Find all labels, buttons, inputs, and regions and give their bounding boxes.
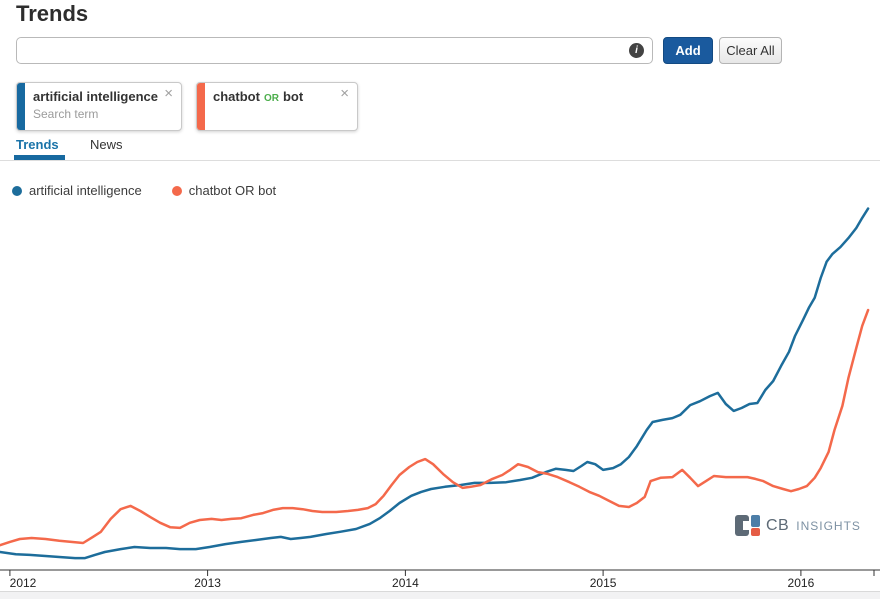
- legend-label: artificial intelligence: [29, 183, 142, 198]
- close-icon[interactable]: ×: [340, 85, 349, 102]
- cb-insights-logo-icon: [735, 515, 761, 536]
- line-series-2: [0, 308, 870, 547]
- logo-block-c: [735, 515, 749, 536]
- logo-text-insights: INSIGHTS: [796, 518, 861, 533]
- x-axis-label: 2014: [392, 576, 419, 590]
- card-term1: chatbot: [213, 89, 260, 104]
- card-content: artificial intelligence Search term: [33, 89, 158, 121]
- legend-label: chatbot OR bot: [188, 183, 277, 198]
- chart-legend: artificial intelligence chatbot OR bot: [12, 183, 276, 198]
- logo-block-notch: [743, 521, 749, 530]
- logo-text-cb: CB: [766, 516, 790, 534]
- legend-item-chatbot[interactable]: chatbot OR bot: [171, 183, 277, 198]
- card-term2: bot: [282, 89, 304, 104]
- clear-all-button[interactable]: Clear All: [719, 37, 782, 64]
- x-axis-label: 2015: [590, 576, 617, 590]
- logo-block-orange: [751, 528, 760, 536]
- close-icon[interactable]: ×: [164, 85, 173, 102]
- card-label: chatbot OR bot: [213, 89, 333, 104]
- search-term-card-ai[interactable]: artificial intelligence Search term ×: [16, 82, 182, 131]
- trends-line-chart: 2012 2013 2014 2015 2016: [0, 207, 880, 590]
- active-tab-underline: [14, 155, 65, 160]
- x-axis-label: 2013: [194, 576, 221, 590]
- card-accent-bar: [197, 83, 205, 130]
- card-sublabel: Search term: [33, 107, 99, 121]
- tabs-divider: [0, 160, 880, 161]
- logo-block-blue: [751, 515, 760, 527]
- tab-news[interactable]: News: [90, 137, 123, 152]
- page-title: Trends: [16, 1, 89, 26]
- card-content: chatbot OR bot: [213, 89, 333, 104]
- cb-insights-logo: CB INSIGHTS: [735, 515, 861, 536]
- card-label: artificial intelligence: [33, 89, 158, 104]
- card-operator: OR: [263, 93, 279, 104]
- x-axis-label: 2016: [788, 576, 815, 590]
- legend-dot-orange: [171, 185, 182, 196]
- search-box: i: [16, 37, 653, 64]
- search-term-card-chatbot[interactable]: chatbot OR bot ×: [196, 82, 358, 131]
- search-input[interactable]: [17, 38, 622, 63]
- info-icon[interactable]: i: [629, 43, 644, 58]
- bottom-strip: [0, 591, 880, 599]
- line-series-1: [0, 207, 870, 560]
- add-button[interactable]: Add: [663, 37, 713, 64]
- legend-item-ai[interactable]: artificial intelligence: [12, 183, 142, 198]
- legend-dot-blue: [12, 185, 22, 196]
- card-accent-bar: [17, 83, 25, 130]
- tab-trends[interactable]: Trends: [16, 137, 59, 152]
- x-axis-label: 2012: [10, 576, 37, 590]
